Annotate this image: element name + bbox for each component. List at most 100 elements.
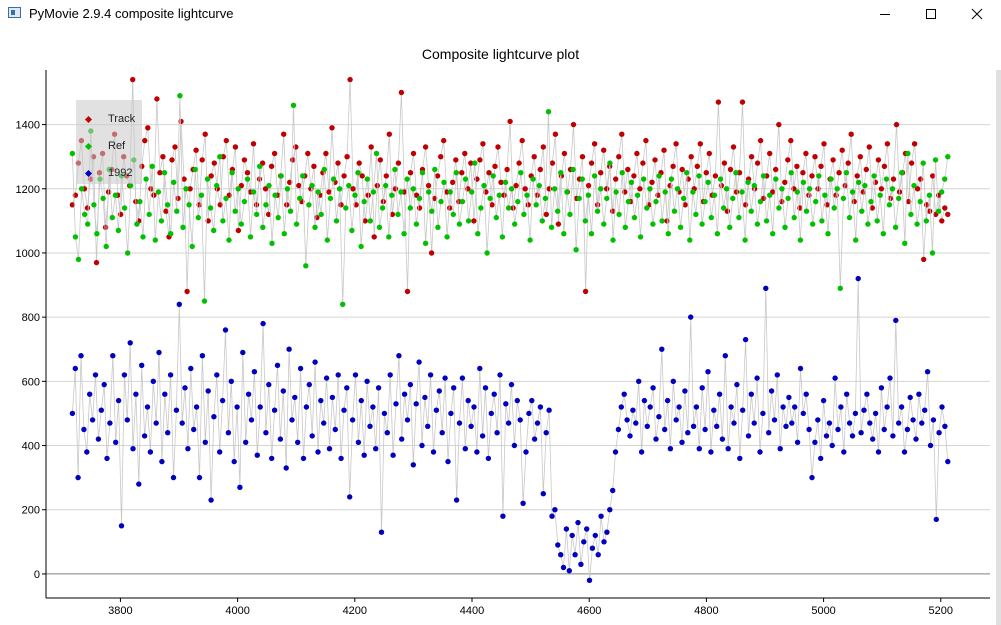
data-point-ref [687,237,693,243]
close-icon [971,8,983,20]
data-point-1992 [335,372,341,378]
chart-legend[interactable]: Track Ref 1992 [76,100,142,184]
data-point-ref [355,170,361,176]
data-point-1992 [792,404,798,410]
data-point-1992 [462,446,468,452]
data-point-ref [278,173,284,179]
data-point-1992 [219,397,226,404]
data-point-track [265,211,272,218]
data-point-1992 [130,446,136,452]
data-point-ref [121,205,128,211]
data-point-track [250,141,257,147]
data-point-track [157,170,163,176]
data-point-track [884,141,891,147]
data-point-1992 [332,426,338,433]
data-point-1992 [693,404,700,410]
data-point-track [368,144,374,150]
data-point-ref [134,221,140,227]
data-point-track [694,163,700,169]
data-point-ref [297,195,303,202]
data-point-1992 [760,410,766,417]
data-point-ref [318,211,324,218]
data-point-track [613,176,619,182]
window-title: PyMovie 2.9.4 composite lightcurve [29,6,234,21]
data-point-track [211,160,217,166]
data-point-ref [389,192,395,198]
data-point-ref [536,182,542,189]
data-point-ref [125,250,131,256]
data-point-1992 [584,526,590,532]
data-point-1992 [945,458,951,465]
data-point-track [84,205,91,211]
data-point-ref [868,198,874,205]
data-point-1992 [531,436,538,442]
data-point-ref [407,205,413,211]
data-point-1992 [297,365,304,372]
data-point-ref [85,221,91,227]
data-point-1992 [254,452,260,458]
data-point-1992 [748,391,754,397]
data-point-track [347,76,353,83]
data-point-track [727,166,734,173]
data-point-1992 [191,426,197,433]
data-point-1992 [289,417,295,423]
data-point-1992 [323,375,330,381]
data-point-track [362,218,368,224]
data-point-track [848,131,854,137]
data-point-1992 [95,436,102,442]
data-point-ref [896,195,902,202]
data-point-1992 [393,401,399,407]
data-point-1992 [170,474,177,481]
data-point-track [489,202,495,208]
data-point-ref [487,195,493,202]
data-point-1992 [708,449,714,455]
data-point-ref [309,182,315,189]
data-point-1992 [384,430,390,436]
close-button[interactable] [954,0,1000,28]
data-point-track [908,160,915,166]
data-point-track [208,173,214,179]
data-point-ref [254,211,260,218]
data-point-track [942,205,948,211]
data-point-ref [515,198,521,205]
data-point-1992 [809,474,815,481]
data-point-1992 [867,420,873,426]
data-point-track [268,163,275,169]
data-point-1992 [919,420,925,426]
data-point-1992 [612,449,619,455]
data-point-ref [226,237,232,243]
data-point-track [507,118,513,125]
maximize-button[interactable] [908,0,954,28]
data-point-ref [413,221,420,227]
data-point-ref [637,234,644,240]
data-point-1992 [907,394,913,401]
minimize-button[interactable] [862,0,908,28]
data-point-track [555,221,562,227]
data-point-track [757,137,764,144]
data-point-ref [902,240,908,246]
data-point-1992 [456,420,463,426]
data-point-1992 [763,285,769,291]
data-point-track [776,121,782,128]
data-point-1992 [540,491,546,497]
legend-label-track: Track [108,113,136,125]
data-point-1992 [803,391,809,397]
data-point-track [534,192,540,198]
data-point-track [359,173,365,179]
data-point-ref [444,234,450,240]
data-point-1992 [370,404,376,410]
plot-title: Composite lightcurve plot [421,46,580,62]
data-point-1992 [942,423,948,429]
data-point-track [643,137,649,144]
data-point-ref [585,192,592,198]
data-point-ref [659,218,665,224]
data-point-1992 [589,545,596,551]
y-tick-label: 600 [22,376,40,388]
data-point-1992 [878,385,885,391]
data-point-1992 [401,391,408,397]
data-point-ref [232,208,238,214]
data-point-ref [115,227,122,234]
data-point-track [519,137,525,144]
data-point-ref [551,186,558,192]
